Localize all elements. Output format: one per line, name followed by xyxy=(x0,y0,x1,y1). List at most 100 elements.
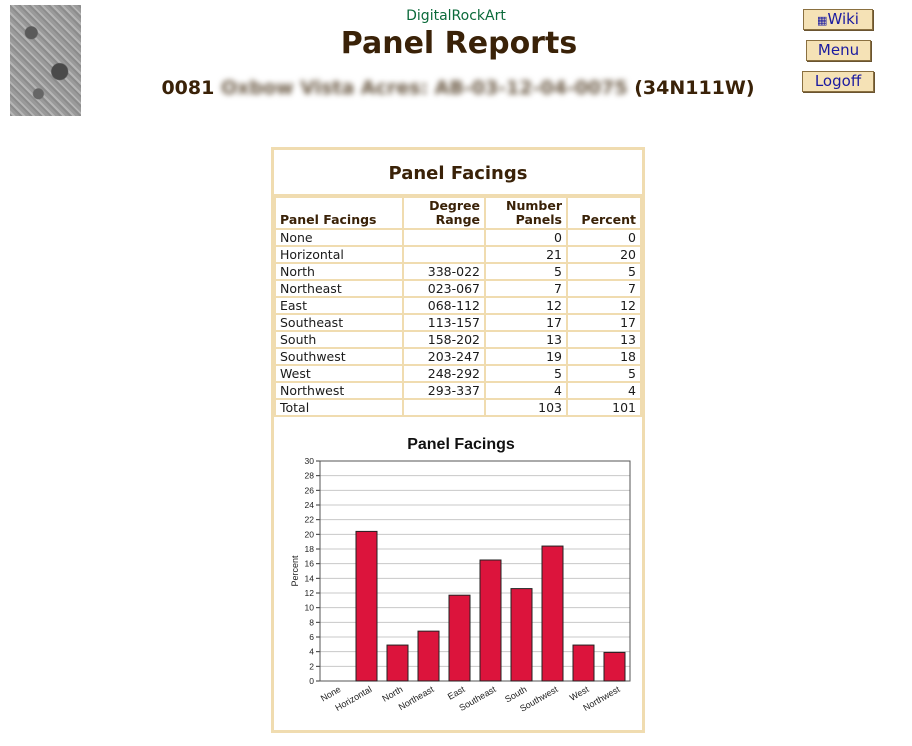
range-cell: 203-247 xyxy=(402,347,486,366)
column-header: Panel Facings xyxy=(274,196,404,230)
range-cell: 023-067 xyxy=(402,279,486,298)
percent-cell: 0 xyxy=(566,228,642,247)
facing-cell: None xyxy=(274,228,404,247)
table-row: South 158-202 13 13 xyxy=(274,330,642,349)
bar-southwest xyxy=(541,545,564,682)
site-photo-thumbnail xyxy=(10,5,81,116)
y-tick-label: 30 xyxy=(305,456,315,466)
bar-south xyxy=(510,588,533,682)
facing-cell: Horizontal xyxy=(274,245,404,264)
y-tick-label: 28 xyxy=(305,471,315,481)
bar-north xyxy=(386,644,409,682)
report-panel: Panel Facings Panel Facings Degree Range … xyxy=(271,147,645,733)
panels-cell: 5 xyxy=(484,364,568,383)
column-header: Percent xyxy=(566,196,642,230)
range-cell xyxy=(402,398,486,417)
percent-cell: 12 xyxy=(566,296,642,315)
percent-cell: 4 xyxy=(566,381,642,400)
y-tick-label: 0 xyxy=(309,676,314,686)
panels-cell: 21 xyxy=(484,245,568,264)
table-row: West 248-292 5 5 xyxy=(274,364,642,383)
report-title: Panel Facings xyxy=(274,150,642,196)
y-tick-label: 10 xyxy=(305,603,315,613)
panels-cell: 0 xyxy=(484,228,568,247)
percent-cell: 5 xyxy=(566,262,642,281)
panels-cell: 7 xyxy=(484,279,568,298)
facing-cell: North xyxy=(274,262,404,281)
facing-cell: South xyxy=(274,330,404,349)
plot-area xyxy=(319,460,631,682)
facing-cell: West xyxy=(274,364,404,383)
table-row: East 068-112 12 12 xyxy=(274,296,642,315)
y-tick-label: 22 xyxy=(305,515,315,525)
facing-cell: Northeast xyxy=(274,279,404,298)
site-number: 0081 xyxy=(161,77,215,99)
y-tick-label: 14 xyxy=(305,573,315,583)
y-tick-label: 26 xyxy=(305,485,315,495)
wiki-icon: ▦ xyxy=(817,14,828,27)
x-tick-label: Northeast xyxy=(397,684,436,712)
wiki-button[interactable]: ▦Wiki xyxy=(803,9,873,30)
facing-cell: Northwest xyxy=(274,381,404,400)
bar-east xyxy=(448,594,471,682)
x-tick-label: East xyxy=(446,684,467,702)
percent-cell: 18 xyxy=(566,347,642,366)
panels-cell: 103 xyxy=(484,398,568,417)
panels-cell: 17 xyxy=(484,313,568,332)
menu-button[interactable]: Menu xyxy=(806,40,871,61)
panels-cell: 5 xyxy=(484,262,568,281)
facing-cell: Southeast xyxy=(274,313,404,332)
y-tick-label: 16 xyxy=(305,559,315,569)
y-tick-label: 12 xyxy=(305,588,315,598)
bar-northwest xyxy=(603,651,626,682)
panels-cell: 12 xyxy=(484,296,568,315)
percent-cell: 20 xyxy=(566,245,642,264)
y-axis-label: Percent xyxy=(290,555,300,587)
panels-cell: 13 xyxy=(484,330,568,349)
range-cell xyxy=(402,228,486,247)
site-name-redacted: Oxbow Vista Acres: AB-03-12-04-0075 xyxy=(220,77,628,99)
range-cell: 158-202 xyxy=(402,330,486,349)
range-cell: 113-157 xyxy=(402,313,486,332)
chart-title: Panel Facings xyxy=(407,436,515,453)
range-cell: 338-022 xyxy=(402,262,486,281)
panels-cell: 19 xyxy=(484,347,568,366)
range-cell xyxy=(402,245,486,264)
y-tick-label: 2 xyxy=(309,661,314,671)
facing-cell: Southwest xyxy=(274,347,404,366)
y-tick-label: 24 xyxy=(305,500,315,510)
table-row: Northwest 293-337 4 4 xyxy=(274,381,642,400)
table-row: Horizontal 21 20 xyxy=(274,245,642,264)
table-row: North 338-022 5 5 xyxy=(274,262,642,281)
table-row: Southwest 203-247 19 18 xyxy=(274,347,642,366)
logoff-button[interactable]: Logoff xyxy=(802,71,874,92)
page-title: Panel Reports xyxy=(340,26,578,61)
y-tick-label: 8 xyxy=(309,617,314,627)
y-tick-label: 4 xyxy=(309,647,314,657)
percent-cell: 101 xyxy=(566,398,642,417)
table-row: None 0 0 xyxy=(274,228,642,247)
site-heading: 0081 Oxbow Vista Acres: AB-03-12-04-0075… xyxy=(0,77,912,99)
facing-cell: East xyxy=(274,296,404,315)
table-row: Total 103 101 xyxy=(274,398,642,417)
table-row: Southeast 113-157 17 17 xyxy=(274,313,642,332)
bar-northeast xyxy=(417,630,440,682)
percent-cell: 13 xyxy=(566,330,642,349)
brand-name: DigitalRockArt xyxy=(406,8,506,24)
site-code: (34N111W) xyxy=(634,77,755,99)
facing-cell: Total xyxy=(274,398,404,417)
column-header: Number Panels xyxy=(484,196,568,230)
percent-cell: 17 xyxy=(566,313,642,332)
bar-horizontal xyxy=(355,530,378,682)
facings-table: Panel Facings Degree Range Number Panels P… xyxy=(274,196,642,417)
range-cell: 293-337 xyxy=(402,381,486,400)
facings-bar-chart: Panel Facings024681012141618202224262830… xyxy=(290,436,631,714)
bar-southeast xyxy=(479,559,502,682)
percent-cell: 7 xyxy=(566,279,642,298)
panels-cell: 4 xyxy=(484,381,568,400)
y-tick-label: 20 xyxy=(305,529,315,539)
bar-west xyxy=(572,644,595,682)
range-cell: 248-292 xyxy=(402,364,486,383)
y-tick-label: 18 xyxy=(305,544,315,554)
table-row: Northeast 023-067 7 7 xyxy=(274,279,642,298)
